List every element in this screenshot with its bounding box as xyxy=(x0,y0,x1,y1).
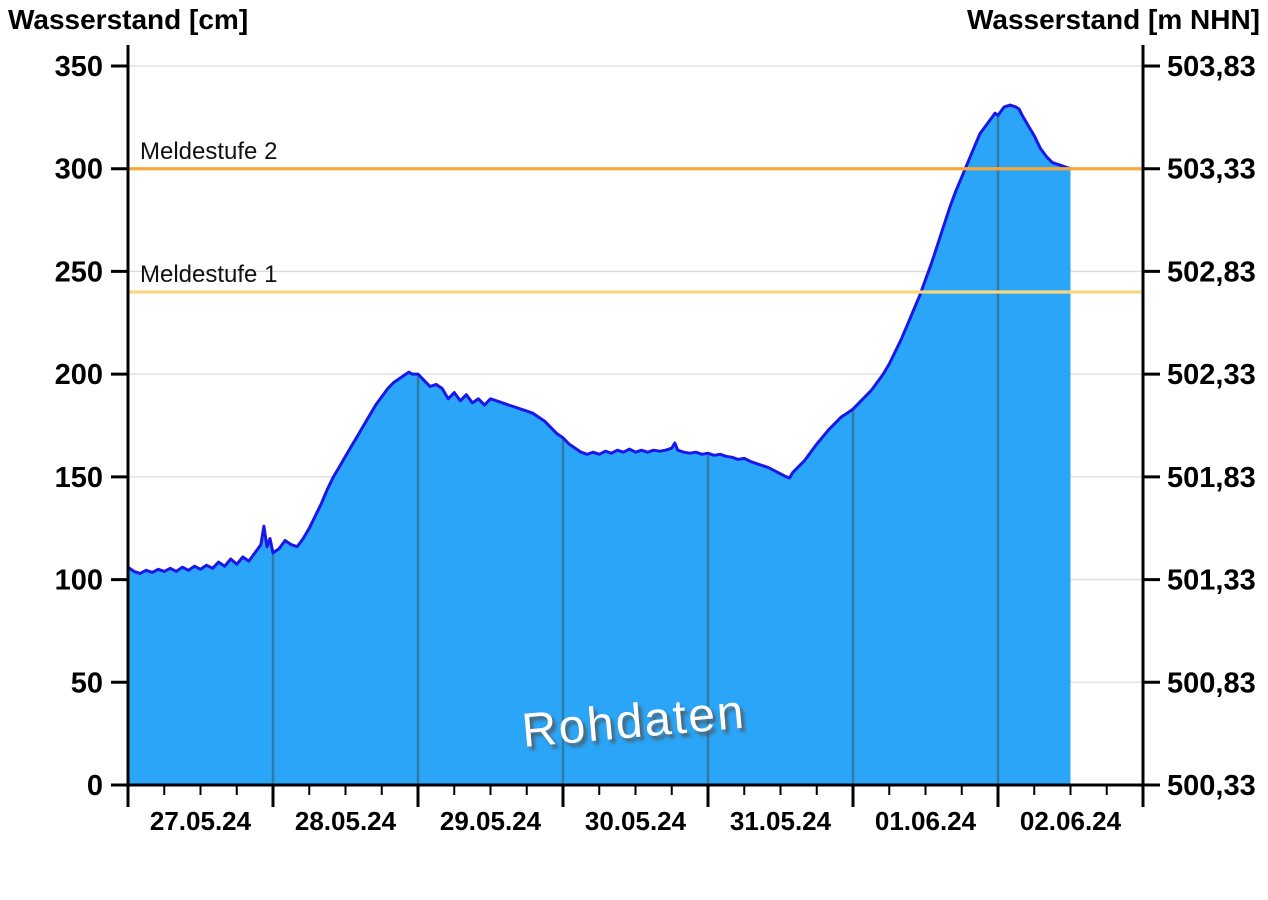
left-tick-label-50: 50 xyxy=(71,667,103,699)
left-tick-label-150: 150 xyxy=(55,462,103,494)
right-tick-label-501,83: 501,83 xyxy=(1167,462,1256,494)
date-label-30.05.24: 30.05.24 xyxy=(585,806,687,836)
left-tick-label-300: 300 xyxy=(55,154,103,186)
right-tick-label-503,33: 503,33 xyxy=(1167,154,1256,186)
date-label-29.05.24: 29.05.24 xyxy=(440,806,542,836)
date-label-01.06.24: 01.06.24 xyxy=(875,806,977,836)
tick-marks xyxy=(111,64,1160,807)
left-tick-label-100: 100 xyxy=(55,565,103,597)
left-axis-title: Wasserstand [cm] xyxy=(8,4,249,35)
date-label-27.05.24: 27.05.24 xyxy=(150,806,252,836)
date-label-31.05.24: 31.05.24 xyxy=(730,806,832,836)
water-level-line xyxy=(127,103,1071,575)
right-tick-label-502,33: 502,33 xyxy=(1167,359,1256,391)
right-tick-label-501,33: 501,33 xyxy=(1167,565,1256,597)
left-tick-label-0: 0 xyxy=(87,770,103,802)
right-axis-title: Wasserstand [m NHN] xyxy=(966,4,1260,35)
right-tick-label-500,33: 500,33 xyxy=(1167,770,1256,802)
right-tick-label-502,83: 502,83 xyxy=(1167,256,1256,288)
left-tick-label-200: 200 xyxy=(55,359,103,391)
threshold-label-meldestufe-2: Meldestufe 2 xyxy=(140,138,278,165)
water-level-area-fill xyxy=(128,105,1071,785)
right-tick-label-500,83: 500,83 xyxy=(1167,667,1256,699)
date-label-02.06.24: 02.06.24 xyxy=(1020,806,1122,836)
tick-labels: 0 50 100 150 200 250 300 350 500,33 500,83 501,33 5… xyxy=(55,51,1256,836)
threshold-label-meldestufe-1: Meldestufe 1 xyxy=(140,261,278,288)
date-label-28.05.24: 28.05.24 xyxy=(295,806,397,836)
right-tick-label-503,83: 503,83 xyxy=(1167,51,1256,83)
left-tick-label-250: 250 xyxy=(55,256,103,288)
left-tick-label-350: 350 xyxy=(55,51,103,83)
